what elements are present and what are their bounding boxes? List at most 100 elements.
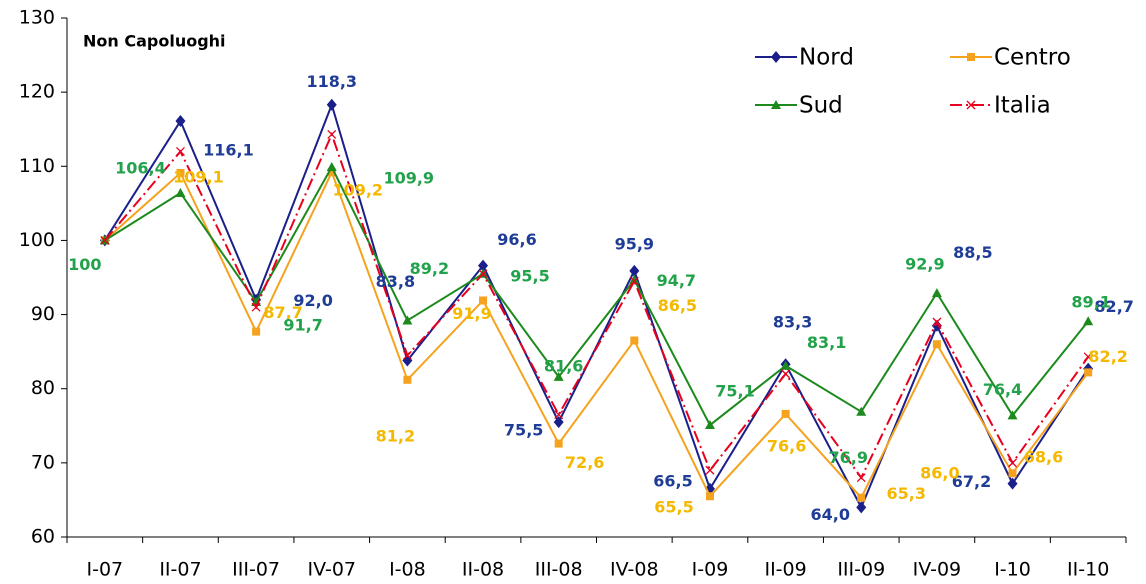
x-tick-label: I-07: [87, 559, 124, 581]
value-label: 75,1: [715, 382, 754, 401]
marker: [479, 296, 488, 305]
marker: [553, 416, 564, 429]
marker: [781, 369, 791, 379]
value-label: 92,9: [905, 255, 944, 274]
value-label: 88,5: [953, 243, 992, 262]
value-label: 82,2: [1088, 347, 1127, 366]
legend-label: Sud: [799, 93, 843, 119]
value-label: 83,1: [807, 333, 846, 352]
y-tick-label: 120: [19, 81, 55, 103]
marker: [781, 409, 790, 418]
marker: [327, 168, 336, 177]
marker: [100, 235, 110, 245]
marker: [402, 315, 413, 325]
x-tick-label: III-08: [535, 559, 583, 581]
marker: [251, 302, 261, 312]
x-tick-label: II-08: [462, 559, 504, 581]
marker: [478, 259, 489, 272]
marker: [704, 420, 715, 430]
value-label: 81,6: [544, 356, 583, 375]
value-label: 75,5: [504, 421, 543, 440]
x-tick-label: II-07: [159, 559, 201, 581]
x-tick-label: II-10: [1067, 559, 1109, 581]
marker: [326, 162, 337, 172]
value-label: 109,2: [332, 181, 383, 200]
value-label: 87,7: [263, 303, 302, 322]
marker: [553, 371, 564, 381]
x-tick-label: IV-07: [307, 559, 356, 581]
legend-marker: [966, 100, 976, 110]
marker: [705, 492, 714, 501]
x-tick-label: I-08: [389, 559, 426, 581]
y-tick-label: 100: [19, 229, 55, 251]
x-tick-label: II-09: [764, 559, 806, 581]
y-tick-label: 90: [31, 303, 55, 325]
value-label: 67,2: [952, 472, 991, 491]
marker: [629, 264, 640, 277]
marker: [252, 327, 261, 336]
value-label: 76,4: [983, 380, 1022, 399]
marker: [932, 317, 942, 327]
marker: [175, 115, 186, 128]
marker: [402, 350, 412, 360]
value-label: 64,0: [811, 505, 850, 524]
y-tick-label: 60: [31, 526, 55, 548]
marker: [176, 146, 185, 156]
legend-marker: [967, 53, 975, 61]
value-label: 72,6: [565, 453, 604, 472]
marker: [705, 465, 715, 475]
value-label: 94,7: [657, 271, 696, 290]
y-tick-label: 130: [19, 7, 55, 29]
marker: [856, 501, 867, 514]
value-label: 89,1: [1071, 293, 1110, 312]
marker: [1083, 316, 1094, 326]
value-label: 106,4: [115, 158, 166, 177]
value-label: 109,1: [173, 167, 224, 186]
marker: [856, 473, 866, 483]
value-label: 89,2: [410, 259, 449, 278]
value-label: 92,0: [293, 291, 332, 310]
value-label: 95,5: [510, 266, 549, 285]
marker: [175, 187, 186, 197]
value-label: 81,2: [376, 426, 415, 445]
y-tick-label: 70: [31, 451, 55, 473]
marker: [629, 276, 639, 286]
series-line: [104, 169, 1089, 500]
value-label: 116,1: [203, 141, 254, 160]
marker: [1008, 458, 1017, 468]
legend-marker: [771, 51, 781, 63]
marker: [554, 410, 564, 420]
value-label: 118,3: [306, 72, 357, 91]
x-tick-label: I-10: [994, 559, 1031, 581]
marker: [629, 274, 640, 284]
marker: [554, 439, 563, 448]
legend-label: Nord: [799, 45, 854, 71]
value-label: 83,3: [773, 313, 812, 332]
y-tick-label: 80: [31, 377, 55, 399]
marker: [1007, 477, 1018, 490]
marker: [1008, 469, 1017, 478]
series-line: [104, 164, 1089, 427]
value-label: 65,5: [654, 498, 693, 517]
value-label: 91,9: [452, 304, 491, 323]
marker: [932, 340, 941, 349]
value-label: 68,6: [1024, 448, 1063, 467]
marker: [856, 406, 867, 416]
legend-label: Centro: [994, 45, 1071, 71]
series-line: [103, 101, 1090, 510]
value-label: 65,3: [887, 484, 926, 503]
legend-label: Italia: [994, 93, 1051, 119]
marker: [478, 269, 488, 279]
x-tick-label: III-09: [837, 559, 885, 581]
y-tick-label: 110: [19, 155, 55, 177]
marker: [403, 375, 412, 384]
marker: [1083, 352, 1093, 362]
marker: [780, 360, 791, 370]
legend-marker: [771, 100, 781, 109]
value-label: 83,8: [376, 272, 415, 291]
marker: [857, 493, 866, 502]
marker: [1084, 368, 1093, 377]
marker: [327, 129, 337, 139]
value-label: 82,7: [1094, 297, 1133, 316]
value-label: 91,7: [283, 315, 322, 334]
